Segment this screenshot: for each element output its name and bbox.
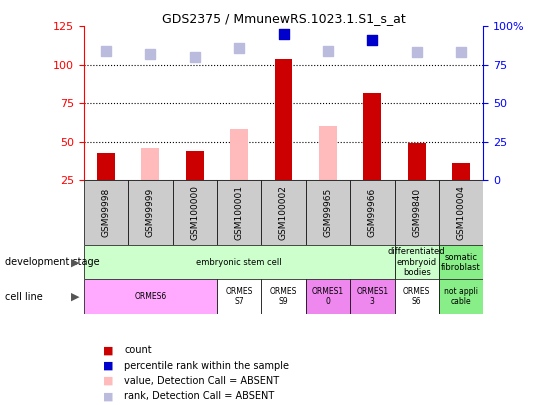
Bar	[395, 180, 439, 245]
Text: GSM99840: GSM99840	[412, 188, 421, 237]
Bar	[141, 148, 159, 180]
Point	[235, 45, 244, 51]
Bar	[84, 180, 128, 245]
Text: ■: ■	[103, 392, 113, 401]
Bar	[186, 151, 204, 180]
Text: GSM99999: GSM99999	[146, 188, 155, 237]
Text: ORMES1
0: ORMES1 0	[312, 287, 344, 306]
Bar	[217, 180, 261, 245]
Text: GSM100001: GSM100001	[234, 185, 244, 240]
Bar	[84, 279, 217, 314]
Text: embryonic stem cell: embryonic stem cell	[196, 258, 282, 267]
Bar	[319, 126, 337, 180]
Point	[146, 51, 154, 57]
Point	[102, 48, 110, 54]
Bar	[439, 279, 483, 314]
Text: differentiated
embryoid
bodies: differentiated embryoid bodies	[388, 247, 445, 277]
Text: ▶: ▶	[71, 257, 80, 267]
Text: GSM100002: GSM100002	[279, 185, 288, 240]
Bar	[395, 279, 439, 314]
Point	[323, 48, 332, 54]
Bar	[261, 180, 306, 245]
Bar	[306, 279, 350, 314]
Bar	[97, 153, 115, 180]
Text: ■: ■	[103, 345, 113, 355]
Bar	[275, 59, 292, 180]
Point	[191, 54, 199, 60]
Bar	[261, 279, 306, 314]
Point	[457, 49, 465, 56]
Bar	[128, 180, 172, 245]
Bar	[439, 180, 483, 245]
Bar	[306, 180, 350, 245]
Text: ORMES1
3: ORMES1 3	[356, 287, 388, 306]
Point	[279, 31, 288, 37]
Point	[413, 49, 421, 56]
Bar	[172, 180, 217, 245]
Bar	[408, 143, 426, 180]
Text: ORMES
S9: ORMES S9	[270, 287, 297, 306]
Bar	[439, 245, 483, 279]
Text: count: count	[124, 345, 152, 355]
Text: ORMES6: ORMES6	[134, 292, 166, 301]
Bar	[230, 130, 248, 180]
Bar	[350, 180, 395, 245]
Text: development stage: development stage	[5, 257, 100, 267]
Text: GSM99965: GSM99965	[323, 188, 333, 237]
Text: ■: ■	[103, 376, 113, 386]
Bar	[84, 245, 395, 279]
Text: percentile rank within the sample: percentile rank within the sample	[124, 361, 289, 371]
Bar	[452, 163, 470, 180]
Text: value, Detection Call = ABSENT: value, Detection Call = ABSENT	[124, 376, 279, 386]
Bar	[217, 279, 261, 314]
Text: rank, Detection Call = ABSENT: rank, Detection Call = ABSENT	[124, 392, 274, 401]
Text: GSM100000: GSM100000	[190, 185, 199, 240]
Text: somatic
fibroblast: somatic fibroblast	[441, 253, 481, 272]
Bar	[363, 92, 381, 180]
Text: cell line: cell line	[5, 292, 43, 302]
Text: ORMES
S7: ORMES S7	[225, 287, 253, 306]
Text: GSM100004: GSM100004	[457, 185, 465, 240]
Text: ORMES
S6: ORMES S6	[403, 287, 430, 306]
Bar	[350, 279, 395, 314]
Text: not appli
cable: not appli cable	[444, 287, 478, 306]
Title: GDS2375 / MmunewRS.1023.1.S1_s_at: GDS2375 / MmunewRS.1023.1.S1_s_at	[161, 12, 406, 25]
Bar	[395, 245, 439, 279]
Text: GSM99998: GSM99998	[102, 188, 110, 237]
Point	[368, 37, 376, 43]
Text: GSM99966: GSM99966	[368, 188, 377, 237]
Text: ■: ■	[103, 361, 113, 371]
Text: ▶: ▶	[71, 292, 80, 302]
